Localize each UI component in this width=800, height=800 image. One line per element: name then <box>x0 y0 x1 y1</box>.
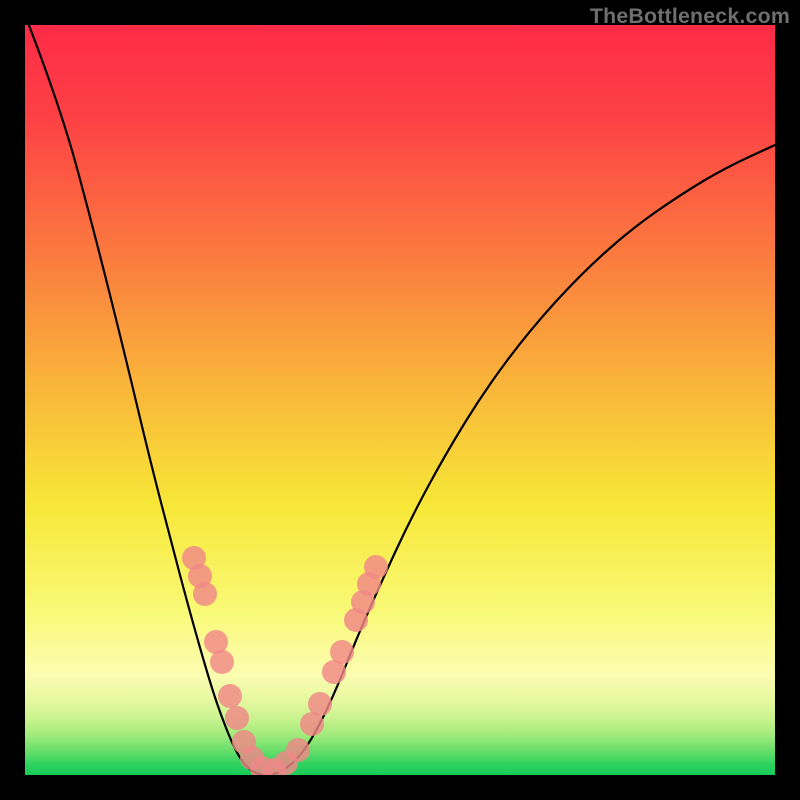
curve-marker <box>308 692 332 716</box>
chart-background <box>25 25 775 775</box>
bottleneck-chart <box>0 0 800 800</box>
curve-marker <box>330 640 354 664</box>
chart-stage: TheBottleneck.com <box>0 0 800 800</box>
curve-marker <box>210 650 234 674</box>
curve-marker <box>225 706 249 730</box>
curve-marker <box>218 684 242 708</box>
curve-marker <box>193 582 217 606</box>
curve-marker <box>364 555 388 579</box>
watermark-text: TheBottleneck.com <box>590 4 790 29</box>
curve-marker <box>286 738 310 762</box>
